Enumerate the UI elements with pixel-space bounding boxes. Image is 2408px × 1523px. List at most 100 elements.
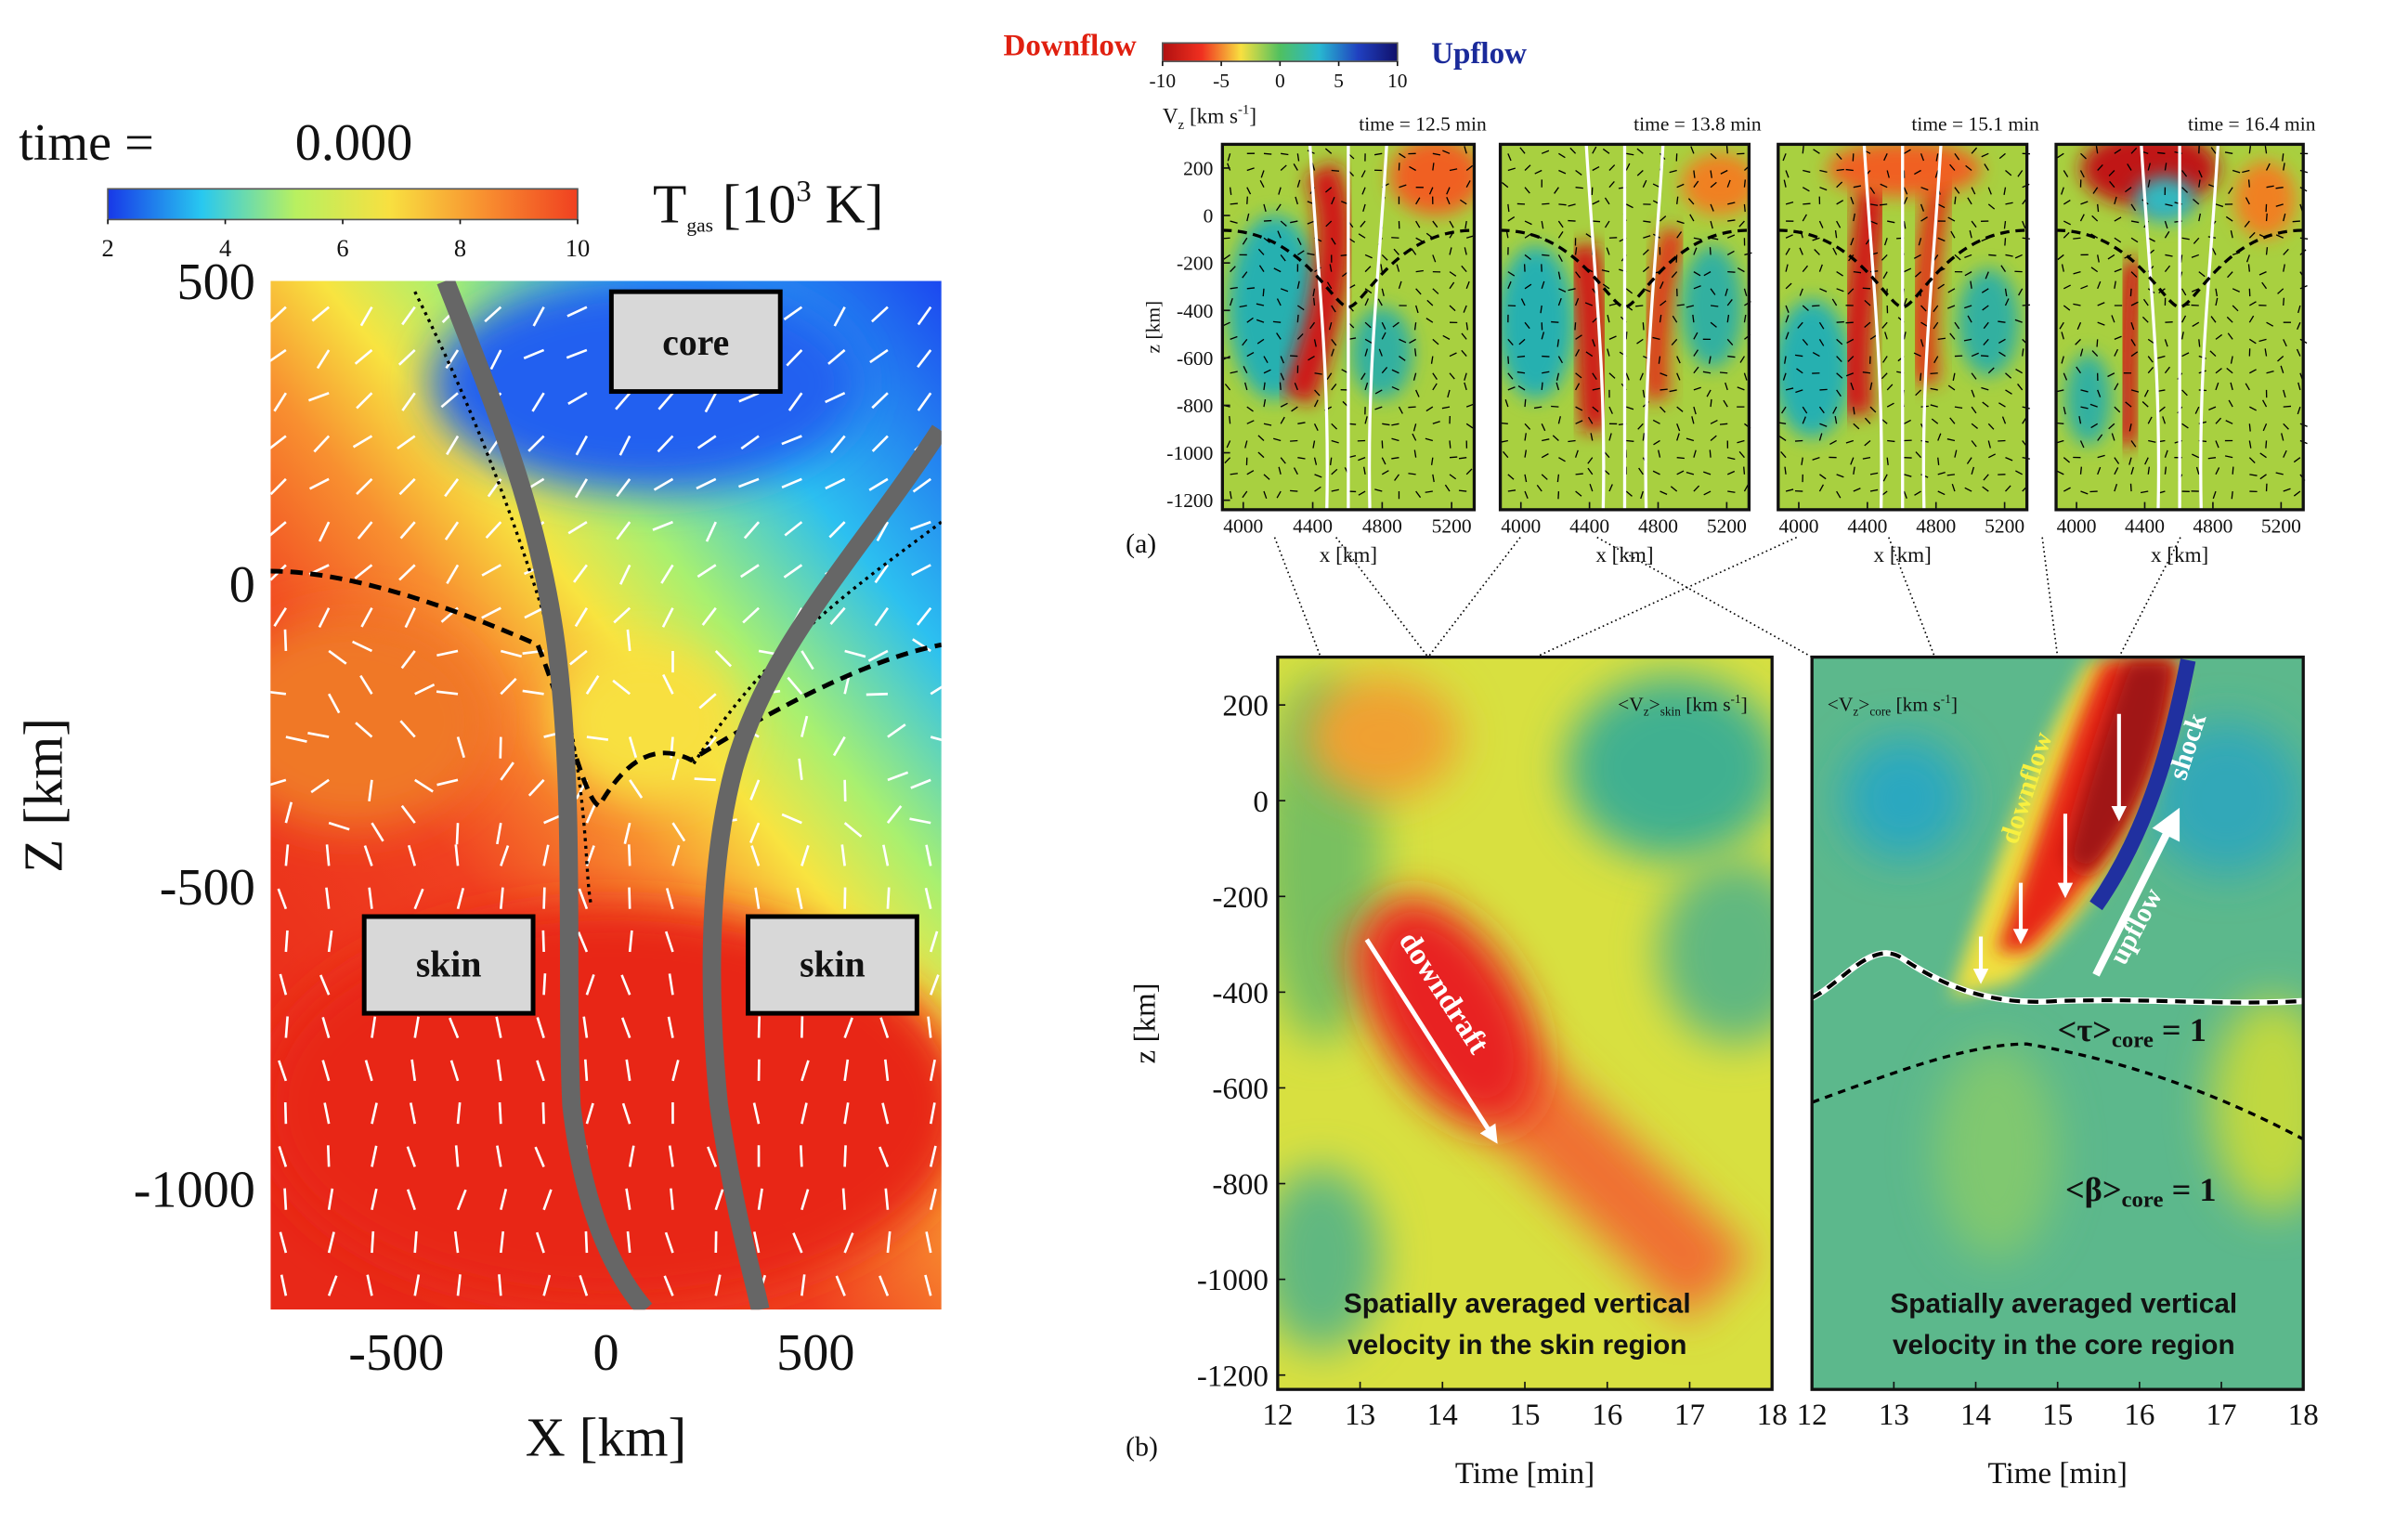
- velocity-vector: [1541, 474, 1548, 480]
- velocity-vector: [1592, 372, 1597, 381]
- velocity-vector: [2181, 315, 2187, 323]
- velocity-vector: [1364, 348, 1369, 357]
- velocity-vector: [2164, 449, 2168, 458]
- velocity-vector: [1374, 152, 1383, 156]
- flow-vector: [327, 1275, 338, 1296]
- flow-vector: [270, 778, 287, 787]
- flow-vector: [328, 821, 350, 831]
- velocity-vector: [1687, 198, 1695, 205]
- velocity-vector: [1836, 152, 1842, 160]
- velocity-vector: [1381, 470, 1389, 475]
- velocity-vector: [2148, 439, 2156, 443]
- velocity-vector: [1507, 280, 1512, 290]
- velocity-vector: [1693, 237, 1702, 241]
- y-tick-label: -800: [1212, 1168, 1269, 1202]
- flow-vector: [270, 691, 287, 696]
- velocity-vector: [1279, 382, 1282, 390]
- flow-vector: [363, 845, 373, 866]
- velocity-vector: [2283, 449, 2287, 458]
- flow-vector: [277, 888, 288, 910]
- velocity-vector: [1708, 356, 1712, 364]
- velocity-vector: [1568, 439, 1576, 443]
- velocity-vector: [1971, 466, 1975, 475]
- flow-vector: [661, 607, 674, 628]
- velocity-vector: [1862, 287, 1871, 290]
- colorbar-tick-label: 2: [101, 234, 113, 262]
- velocity-vector: [1626, 152, 1634, 156]
- velocity-vector: [1952, 372, 1956, 381]
- velocity-vector: [1846, 338, 1855, 344]
- velocity-vector: [2107, 254, 2115, 260]
- velocity-vector: [1636, 148, 1644, 154]
- flow-vector: [698, 693, 717, 709]
- velocity-vector: [2157, 151, 2166, 154]
- velocity-vector: [2248, 231, 2256, 239]
- flow-vector: [707, 1146, 718, 1167]
- velocity-vector: [1845, 372, 1855, 377]
- velocity-vector: [1293, 467, 1298, 475]
- velocity-vector: [1743, 288, 1748, 296]
- velocity-vector: [1971, 147, 1978, 154]
- velocity-vector: [1853, 213, 1855, 222]
- velocity-vector: [1864, 417, 1871, 424]
- x-tick-label: 12: [1797, 1399, 1828, 1432]
- flow-vector: [884, 1188, 890, 1210]
- flow-vector: [567, 520, 588, 535]
- flow-vector: [489, 349, 502, 371]
- velocity-vector: [2014, 319, 2023, 323]
- velocity-vector: [2022, 348, 2024, 357]
- velocity-vector: [1998, 402, 2006, 408]
- flow-vector: [615, 392, 631, 410]
- y-tick-label: -1200: [1197, 1360, 1269, 1393]
- velocity-vector: [1819, 187, 1828, 191]
- velocity-vector: [2292, 220, 2300, 223]
- velocity-vector: [1329, 264, 1333, 272]
- velocity-vector: [2079, 170, 2085, 178]
- velocity-vector: [2283, 389, 2286, 398]
- velocity-vector: [1966, 457, 1972, 464]
- velocity-vector: [2097, 203, 2100, 213]
- velocity-vector: [1602, 283, 1610, 290]
- velocity-vector: [2015, 470, 2023, 475]
- velocity-vector: [2144, 457, 2149, 465]
- velocity-vector: [2158, 406, 2166, 412]
- velocity-vector: [1720, 169, 1728, 175]
- flow-vector: [398, 477, 416, 496]
- velocity-vector: [2005, 457, 2013, 462]
- flow-vector: [534, 1146, 545, 1167]
- velocity-vector: [2005, 389, 2012, 395]
- velocity-vector: [2089, 403, 2098, 408]
- velocity-vector: [1937, 203, 1946, 209]
- flow-vector: [284, 1016, 289, 1038]
- velocity-vector: [1325, 220, 1333, 228]
- velocity-vector: [1242, 271, 1248, 279]
- flow-vector: [612, 679, 631, 696]
- velocity-vector: [2130, 147, 2138, 154]
- velocity-vector: [1676, 231, 1683, 239]
- velocity-vector: [1542, 254, 1550, 256]
- velocity-vector: [2056, 439, 2064, 444]
- flow-vector: [500, 649, 523, 658]
- velocity-vector: [1524, 321, 1530, 330]
- velocity-vector: [1812, 237, 1820, 241]
- velocity-vector: [1726, 250, 1735, 256]
- velocity-vector: [1307, 253, 1315, 256]
- velocity-vector: [1461, 265, 1467, 273]
- velocity-vector: [1246, 167, 1255, 172]
- velocity-vector: [2212, 490, 2217, 500]
- y-tick-label: 500: [177, 254, 255, 311]
- velocity-vector: [1608, 303, 1618, 306]
- flow-vector: [671, 759, 680, 781]
- flow-vector: [399, 720, 416, 738]
- flow-vector: [327, 930, 333, 953]
- velocity-vector: [1296, 314, 1299, 323]
- velocity-vector: [1836, 200, 1844, 205]
- flow-vector: [360, 607, 373, 628]
- velocity-vector: [1795, 389, 1803, 394]
- velocity-vector: [1432, 474, 1435, 483]
- velocity-vector: [2230, 356, 2233, 364]
- velocity-vector: [1294, 382, 1298, 391]
- flow-vector: [541, 930, 545, 953]
- velocity-vector: [2249, 406, 2257, 411]
- velocity-vector: [1819, 474, 1827, 480]
